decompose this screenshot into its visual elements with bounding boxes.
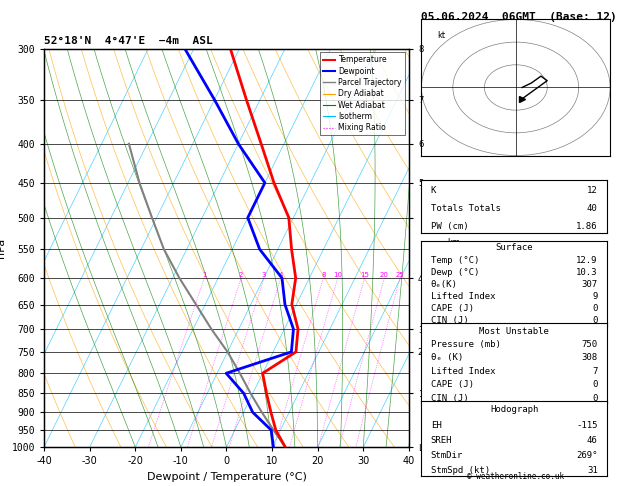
Text: Dewp (°C): Dewp (°C) xyxy=(431,268,479,277)
Text: PW (cm): PW (cm) xyxy=(431,222,469,231)
Text: 10.3: 10.3 xyxy=(576,268,598,277)
Text: 750: 750 xyxy=(582,340,598,349)
Text: CAPE (J): CAPE (J) xyxy=(431,304,474,313)
Text: 8: 8 xyxy=(321,272,326,278)
Text: EH: EH xyxy=(431,420,442,430)
Text: 10: 10 xyxy=(333,272,342,278)
Text: 1: 1 xyxy=(202,272,206,278)
Text: Surface: Surface xyxy=(496,243,533,252)
Text: 31: 31 xyxy=(587,466,598,475)
Text: CAPE (J): CAPE (J) xyxy=(431,380,474,389)
Text: 15: 15 xyxy=(360,272,369,278)
Text: 4: 4 xyxy=(279,272,283,278)
Text: StmDir: StmDir xyxy=(431,451,463,460)
Text: © weatheronline.co.uk: © weatheronline.co.uk xyxy=(467,472,564,481)
Text: 308: 308 xyxy=(582,353,598,363)
Text: CIN (J): CIN (J) xyxy=(431,316,469,325)
Text: 40: 40 xyxy=(587,204,598,213)
Text: Most Unstable: Most Unstable xyxy=(479,327,549,336)
Text: Hodograph: Hodograph xyxy=(490,405,538,415)
Text: 25: 25 xyxy=(396,272,404,278)
X-axis label: Dewpoint / Temperature (°C): Dewpoint / Temperature (°C) xyxy=(147,472,306,482)
Text: 05.06.2024  06GMT  (Base: 12): 05.06.2024 06GMT (Base: 12) xyxy=(421,12,617,22)
Text: 46: 46 xyxy=(587,435,598,445)
Text: 12: 12 xyxy=(587,186,598,195)
Legend: Temperature, Dewpoint, Parcel Trajectory, Dry Adiabat, Wet Adiabat, Isotherm, Mi: Temperature, Dewpoint, Parcel Trajectory… xyxy=(320,52,405,135)
Text: θₑ (K): θₑ (K) xyxy=(431,353,463,363)
Text: 307: 307 xyxy=(582,280,598,289)
Text: 7: 7 xyxy=(593,367,598,376)
Text: 2: 2 xyxy=(239,272,243,278)
Text: StmSpd (kt): StmSpd (kt) xyxy=(431,466,490,475)
Text: 0: 0 xyxy=(593,380,598,389)
Text: 0: 0 xyxy=(593,304,598,313)
Text: Lifted Index: Lifted Index xyxy=(431,292,495,301)
Text: 12.9: 12.9 xyxy=(576,256,598,264)
Text: Pressure (mb): Pressure (mb) xyxy=(431,340,501,349)
Y-axis label: km
ASL: km ASL xyxy=(446,238,462,258)
Text: K: K xyxy=(431,186,436,195)
Text: 269°: 269° xyxy=(576,451,598,460)
Text: Lifted Index: Lifted Index xyxy=(431,367,495,376)
Text: -115: -115 xyxy=(576,420,598,430)
Text: 52°18'N  4°47'E  −4m  ASL: 52°18'N 4°47'E −4m ASL xyxy=(44,36,213,47)
Text: SREH: SREH xyxy=(431,435,452,445)
Y-axis label: hPa: hPa xyxy=(0,238,6,258)
Text: CIN (J): CIN (J) xyxy=(431,394,469,402)
Text: 20: 20 xyxy=(380,272,389,278)
Text: θₑ(K): θₑ(K) xyxy=(431,280,457,289)
Text: 1.86: 1.86 xyxy=(576,222,598,231)
Text: 3: 3 xyxy=(262,272,266,278)
Text: Temp (°C): Temp (°C) xyxy=(431,256,479,264)
Text: 0: 0 xyxy=(593,394,598,402)
Text: 0: 0 xyxy=(593,316,598,325)
Text: kt: kt xyxy=(437,31,445,40)
Text: Totals Totals: Totals Totals xyxy=(431,204,501,213)
Text: 9: 9 xyxy=(593,292,598,301)
